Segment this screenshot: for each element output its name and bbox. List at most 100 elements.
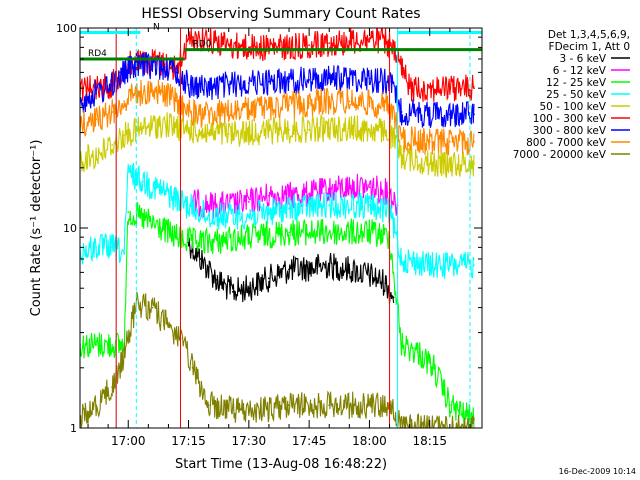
legend-header-line-1: Det 1,3,4,5,6,9,	[548, 29, 630, 41]
series-point-6-12-9	[368, 186, 371, 189]
series-line-25-50	[80, 162, 475, 279]
series-point-25-50-5	[143, 181, 146, 183]
series-point-100-300-18	[368, 38, 371, 40]
y-tick-label-1: 1	[70, 422, 77, 435]
legend-label-100-300: 100 - 300 keV	[533, 113, 607, 125]
series-point-50-100-15	[348, 127, 351, 130]
series-line-50-100	[80, 112, 475, 179]
series-point-12-25-15	[400, 344, 403, 346]
series-point-12-25-17	[432, 366, 435, 369]
series-line-6-12	[192, 173, 399, 219]
series-point-25-50-1	[95, 246, 97, 249]
series-point-25-50-3	[123, 252, 126, 254]
series-point-3-6-6	[288, 268, 290, 271]
series-point-25-50-11	[288, 207, 290, 210]
series-point-12-25-1	[95, 344, 97, 346]
series-point-12-25-9	[207, 241, 210, 244]
series-point-25-50-9	[207, 215, 210, 217]
series-point-800-7000-21	[448, 140, 451, 143]
series-point-25-50-10	[247, 215, 250, 217]
x-tick-label-1800: 18:00	[352, 434, 387, 448]
series-point-7000-20000-6	[167, 326, 170, 328]
series-point-7000-20000-1	[95, 404, 97, 407]
series-point-50-100-5	[159, 123, 162, 126]
series-point-3-6-12	[392, 296, 395, 299]
series-point-3-6-4	[247, 287, 250, 290]
series-point-100-300-17	[348, 40, 351, 42]
series-point-50-100-7	[187, 128, 190, 131]
series-line-800-7000	[80, 79, 475, 156]
series-point-800-7000-10	[227, 111, 230, 113]
series-point-3-6-11	[384, 282, 387, 284]
series-point-800-7000-3	[123, 100, 126, 103]
series-point-100-300-10	[207, 38, 210, 40]
series-point-50-100-19	[428, 162, 431, 165]
series-point-50-100-4	[139, 128, 142, 131]
series-point-7000-20000-3	[123, 354, 126, 357]
series-point-300-800-11	[247, 82, 250, 84]
series-point-300-800-22	[473, 113, 475, 116]
series-point-50-100-20	[448, 162, 451, 165]
series-point-300-800-2	[111, 83, 114, 86]
series-point-100-300-23	[473, 87, 475, 90]
x-tick-label-1715: 17:15	[171, 434, 206, 448]
series-point-3-6-2	[215, 279, 218, 281]
legend-label-6-12: 6 - 12 keV	[553, 65, 607, 77]
series-point-50-100-12	[288, 128, 290, 131]
series-point-7000-20000-2	[111, 386, 114, 389]
series-point-300-800-7	[175, 71, 178, 74]
series-point-12-25-4	[127, 211, 130, 214]
series-point-3-6-10	[368, 274, 371, 277]
series-point-12-25-19	[465, 415, 467, 417]
series-point-800-7000-19	[400, 137, 403, 140]
series-point-800-7000-11	[247, 108, 250, 111]
series-point-300-800-20	[428, 113, 431, 116]
series-point-800-7000-1	[95, 118, 97, 121]
series-point-300-800-10	[227, 83, 230, 86]
series-point-300-800-9	[207, 87, 210, 90]
series-point-100-300-13	[268, 46, 270, 49]
series-point-6-12-3	[247, 201, 250, 203]
series-point-800-7000-9	[207, 113, 210, 116]
legend-label-12-25: 12 - 25 keV	[546, 77, 607, 89]
series-point-50-100-3	[123, 134, 126, 137]
axes-layer: 1 10 100 17:00 17:15 17:30 17:45 18:00 18:15	[56, 22, 482, 448]
series-point-100-300-12	[247, 46, 250, 49]
series-point-25-50-16	[428, 264, 431, 267]
series-point-50-100-2	[111, 144, 114, 146]
series-point-300-800-21	[448, 113, 451, 116]
series-point-100-300-16	[328, 42, 331, 44]
legend-label-7000-20000: 7000 - 20000 keV	[513, 149, 607, 161]
series-point-800-7000-17	[368, 102, 371, 105]
series-point-50-100-14	[328, 127, 331, 130]
series-point-300-800-15	[328, 77, 331, 80]
legend-label-25-50: 25 - 50 keV	[546, 89, 607, 101]
series-point-7000-20000-8	[191, 366, 194, 369]
timestamp-label: 16-Dec-2009 10:14	[559, 467, 636, 476]
flag-label-rd0: RD0	[193, 40, 212, 50]
series-point-12-25-7	[175, 236, 178, 239]
series-point-25-50-13	[368, 204, 371, 207]
series-point-800-7000-5	[151, 89, 154, 91]
series-point-7000-20000-9	[207, 404, 210, 407]
series-point-6-12-8	[348, 186, 351, 189]
series-point-50-100-8	[207, 131, 210, 134]
series-point-800-7000-2	[111, 111, 114, 113]
legend-label-3-6: 3 - 6 keV	[559, 53, 606, 65]
series-point-100-300-22	[448, 87, 451, 90]
series-point-25-50-4	[127, 171, 130, 174]
series-point-12-25-11	[288, 231, 290, 234]
series-point-800-7000-13	[288, 104, 290, 107]
series-point-800-7000-14	[308, 102, 310, 105]
series-point-25-50-2	[111, 246, 114, 249]
series-point-800-7000-7	[175, 100, 178, 103]
series-point-25-50-17	[448, 264, 451, 267]
series-line-12-25	[80, 202, 475, 428]
legend: Det 1,3,4,5,6,9,FDecim 1, Att 03 - 6 keV…	[513, 29, 630, 161]
series-point-12-25-13	[368, 231, 371, 234]
series-point-50-100-18	[400, 154, 403, 157]
series-point-300-800-6	[163, 65, 166, 68]
series-point-3-6-7	[308, 267, 310, 269]
series-point-300-800-5	[151, 64, 154, 67]
series-point-3-6-3	[231, 290, 234, 293]
